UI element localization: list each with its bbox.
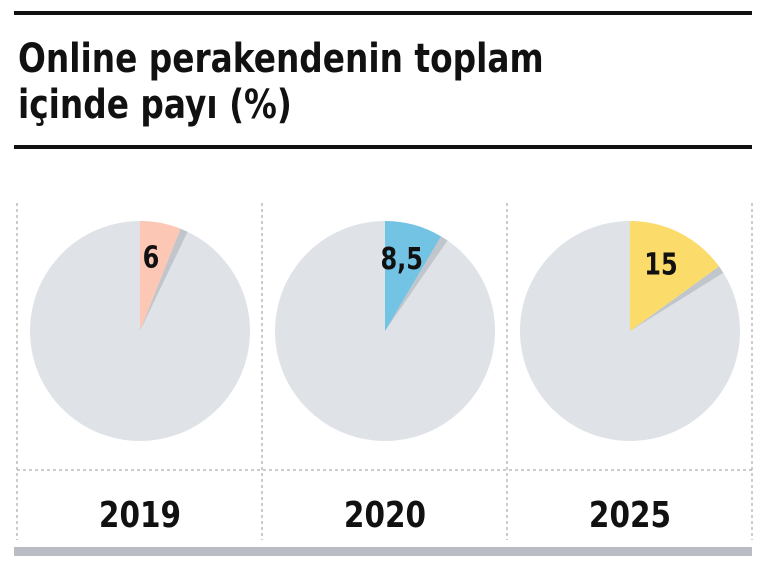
pie-slice-shadow-2020 bbox=[385, 236, 448, 331]
pie-slice-2019 bbox=[140, 221, 181, 331]
pie-slice-2025 bbox=[630, 221, 719, 331]
chart-title-line-1: Online perakendenin toplam bbox=[18, 36, 544, 82]
pie-slice-2020 bbox=[385, 221, 441, 331]
year-label-2025: 2025 bbox=[589, 493, 671, 536]
year-label-2019: 2019 bbox=[99, 493, 181, 536]
bottom-rule bbox=[14, 547, 752, 556]
pie-slice-shadow-2025 bbox=[630, 266, 724, 331]
pie-slice-shadow-2019 bbox=[140, 228, 188, 331]
title-rule bbox=[14, 145, 752, 149]
top-rule bbox=[14, 11, 752, 15]
year-label-2020: 2020 bbox=[344, 493, 426, 536]
pie-value-label-2020: 8,5 bbox=[380, 242, 423, 276]
pie-value-label-2019: 6 bbox=[143, 241, 160, 275]
chart-title-line-2: içinde payı (%) bbox=[18, 82, 292, 128]
chart-title: Online perakendenin toplam içinde payı (… bbox=[18, 36, 608, 128]
pie-value-label-2025: 15 bbox=[644, 248, 677, 282]
